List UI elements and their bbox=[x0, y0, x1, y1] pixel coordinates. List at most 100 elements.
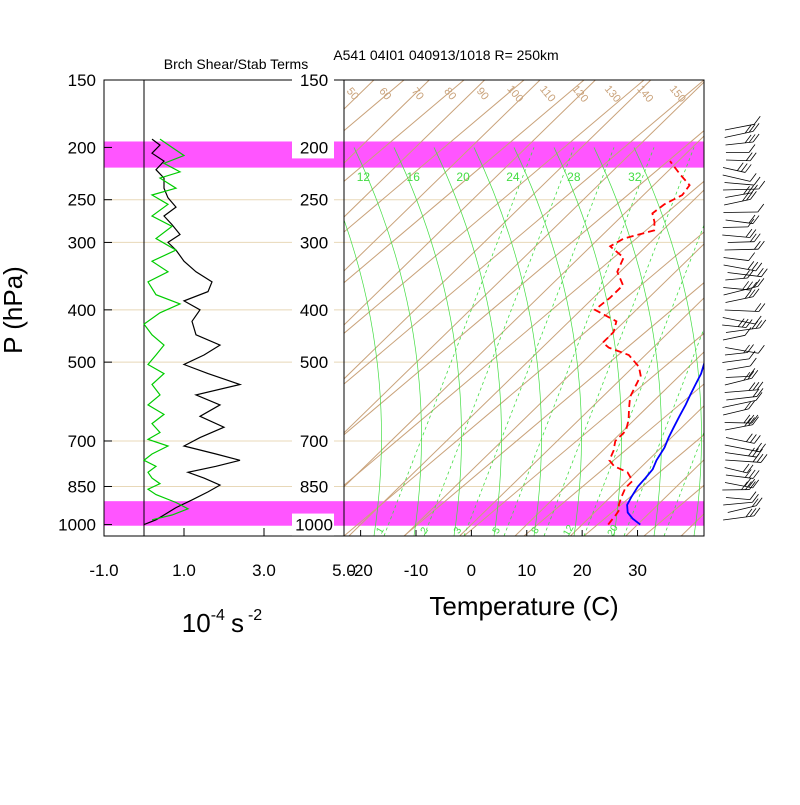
wind-barb-staff bbox=[722, 359, 749, 363]
wind-barb bbox=[728, 498, 762, 513]
unit-symbol-exponent: -2 bbox=[248, 607, 262, 624]
dry-adiabat-label-50: 50 bbox=[344, 86, 361, 103]
dry-adiabat-label-150: 150 bbox=[667, 83, 688, 105]
wind-barb bbox=[725, 345, 764, 353]
wind-barb-flag bbox=[759, 181, 765, 189]
dewpoint-line bbox=[595, 161, 690, 524]
wind-barb bbox=[726, 469, 759, 478]
wind-barbs bbox=[722, 116, 767, 520]
wind-barb-staff bbox=[723, 212, 757, 213]
wind-barb-staff bbox=[723, 175, 750, 181]
wind-barb-flag bbox=[749, 253, 755, 261]
left-y-tick-label-1000: 1000 bbox=[58, 516, 96, 535]
wind-barb-flag bbox=[752, 499, 758, 507]
wind-barb-staff bbox=[723, 335, 745, 340]
wind-barb bbox=[725, 417, 758, 430]
right-y-tick-label-500: 500 bbox=[300, 353, 328, 372]
wind-barb-flag bbox=[758, 278, 764, 286]
right-panel-title: A541 04I01 040913/1018 R= 250km bbox=[333, 47, 558, 63]
mixing-ratio-label-bottom-5: 5 bbox=[491, 525, 504, 536]
dry-adiabat-label-130: 130 bbox=[602, 83, 623, 105]
dry-adiabat-label-70: 70 bbox=[409, 86, 426, 103]
wind-barb-flag bbox=[753, 289, 759, 297]
left-y-tick-label-850: 850 bbox=[68, 477, 96, 496]
right-x-tick-label-20: 20 bbox=[573, 561, 592, 580]
wind-barb-staff bbox=[725, 468, 747, 473]
mixing-ratio-label-bottom-2: 2 bbox=[419, 525, 432, 536]
wind-barb bbox=[723, 281, 756, 290]
wind-barb bbox=[725, 116, 760, 130]
wind-barb-staff bbox=[725, 310, 759, 311]
wind-barb bbox=[723, 508, 760, 520]
unit-base: 10 bbox=[182, 608, 211, 638]
wind-barb-staff bbox=[725, 278, 747, 280]
wind-barb bbox=[725, 185, 757, 198]
left-y-tick-label-250: 250 bbox=[68, 191, 96, 210]
wind-barb bbox=[725, 478, 759, 488]
wind-barb bbox=[723, 181, 765, 190]
mixing-ratio-label-bottom-1: 1 bbox=[374, 525, 387, 536]
wind-barb-staff bbox=[726, 475, 753, 478]
moist-adiabat bbox=[554, 147, 622, 536]
wind-barb bbox=[724, 253, 755, 261]
mixing-ratio-label-top-32: 32 bbox=[628, 170, 642, 184]
wind-barb-staff bbox=[726, 376, 749, 377]
wind-barb bbox=[723, 401, 755, 415]
wind-barb bbox=[723, 173, 756, 181]
right-y-tick-label-1000: 1000 bbox=[295, 516, 333, 535]
right-highlight-band-2 bbox=[344, 501, 704, 526]
wind-barb bbox=[725, 303, 765, 311]
wind-barb-staff bbox=[726, 220, 753, 224]
wind-barb-staff bbox=[723, 516, 754, 520]
wind-barb-flag bbox=[750, 358, 756, 366]
moist-adiabat bbox=[434, 147, 502, 536]
dry-adiabat-label-100: 100 bbox=[504, 83, 525, 105]
left-y-tick-label-300: 300 bbox=[68, 233, 96, 252]
wind-barb-flag bbox=[754, 279, 760, 287]
wind-barb bbox=[725, 270, 753, 280]
wind-barb bbox=[723, 163, 751, 173]
left-x-tick-label-2: 1.0 bbox=[172, 561, 196, 580]
y-axis-label: P (hPa) bbox=[0, 266, 28, 354]
right-x-tick-label--10: -10 bbox=[404, 561, 429, 580]
mixing-ratio-label-bottom-3: 3 bbox=[452, 525, 465, 536]
wind-barb-staff bbox=[725, 249, 759, 250]
wind-barb-flag bbox=[752, 321, 758, 329]
wind-barb-staff bbox=[725, 353, 748, 355]
right-y-tick-label-150: 150 bbox=[300, 71, 328, 90]
wind-barb-staff bbox=[727, 366, 751, 370]
right-y-tick-label-200: 200 bbox=[300, 138, 328, 157]
left-x-tick-label-3: 3.0 bbox=[252, 561, 276, 580]
right-x-tick-label-10: 10 bbox=[517, 561, 536, 580]
wind-barb-staff bbox=[722, 235, 750, 238]
wind-barb-staff bbox=[723, 288, 750, 291]
wind-barb bbox=[728, 234, 761, 243]
unit-exponent: -4 bbox=[211, 607, 225, 624]
dry-adiabat-label-110: 110 bbox=[537, 83, 557, 104]
mixing-ratio-label-top-12: 12 bbox=[357, 170, 371, 184]
mixing-ratio-label-top-24: 24 bbox=[506, 170, 520, 184]
left-x-tick-label-1: -1.0 bbox=[89, 561, 118, 580]
wind-barb bbox=[726, 289, 760, 303]
wind-barb-staff bbox=[726, 328, 760, 333]
left-y-tick-label-400: 400 bbox=[68, 301, 96, 320]
wind-barb-flag bbox=[746, 509, 752, 517]
wind-barb bbox=[725, 415, 758, 423]
left-y-tick-label-150: 150 bbox=[68, 71, 96, 90]
wind-barb-staff bbox=[723, 318, 755, 325]
wind-barb bbox=[723, 204, 763, 213]
right-x-tick-label-30: 30 bbox=[628, 561, 647, 580]
wind-barb-flag bbox=[758, 345, 764, 353]
wind-barb bbox=[723, 316, 761, 324]
wind-barb-flag bbox=[750, 508, 756, 516]
wind-barb-staff bbox=[725, 348, 758, 354]
wind-barb-staff bbox=[726, 297, 754, 303]
wind-barb-flag bbox=[743, 464, 749, 472]
wind-barb bbox=[726, 134, 760, 145]
right-y-tick-label-250: 250 bbox=[300, 191, 328, 210]
right-x-tick-label--20: -20 bbox=[348, 561, 373, 580]
wind-barb-staff bbox=[725, 460, 761, 462]
wind-barb-flag bbox=[748, 371, 754, 379]
moist-adiabat bbox=[394, 147, 462, 536]
